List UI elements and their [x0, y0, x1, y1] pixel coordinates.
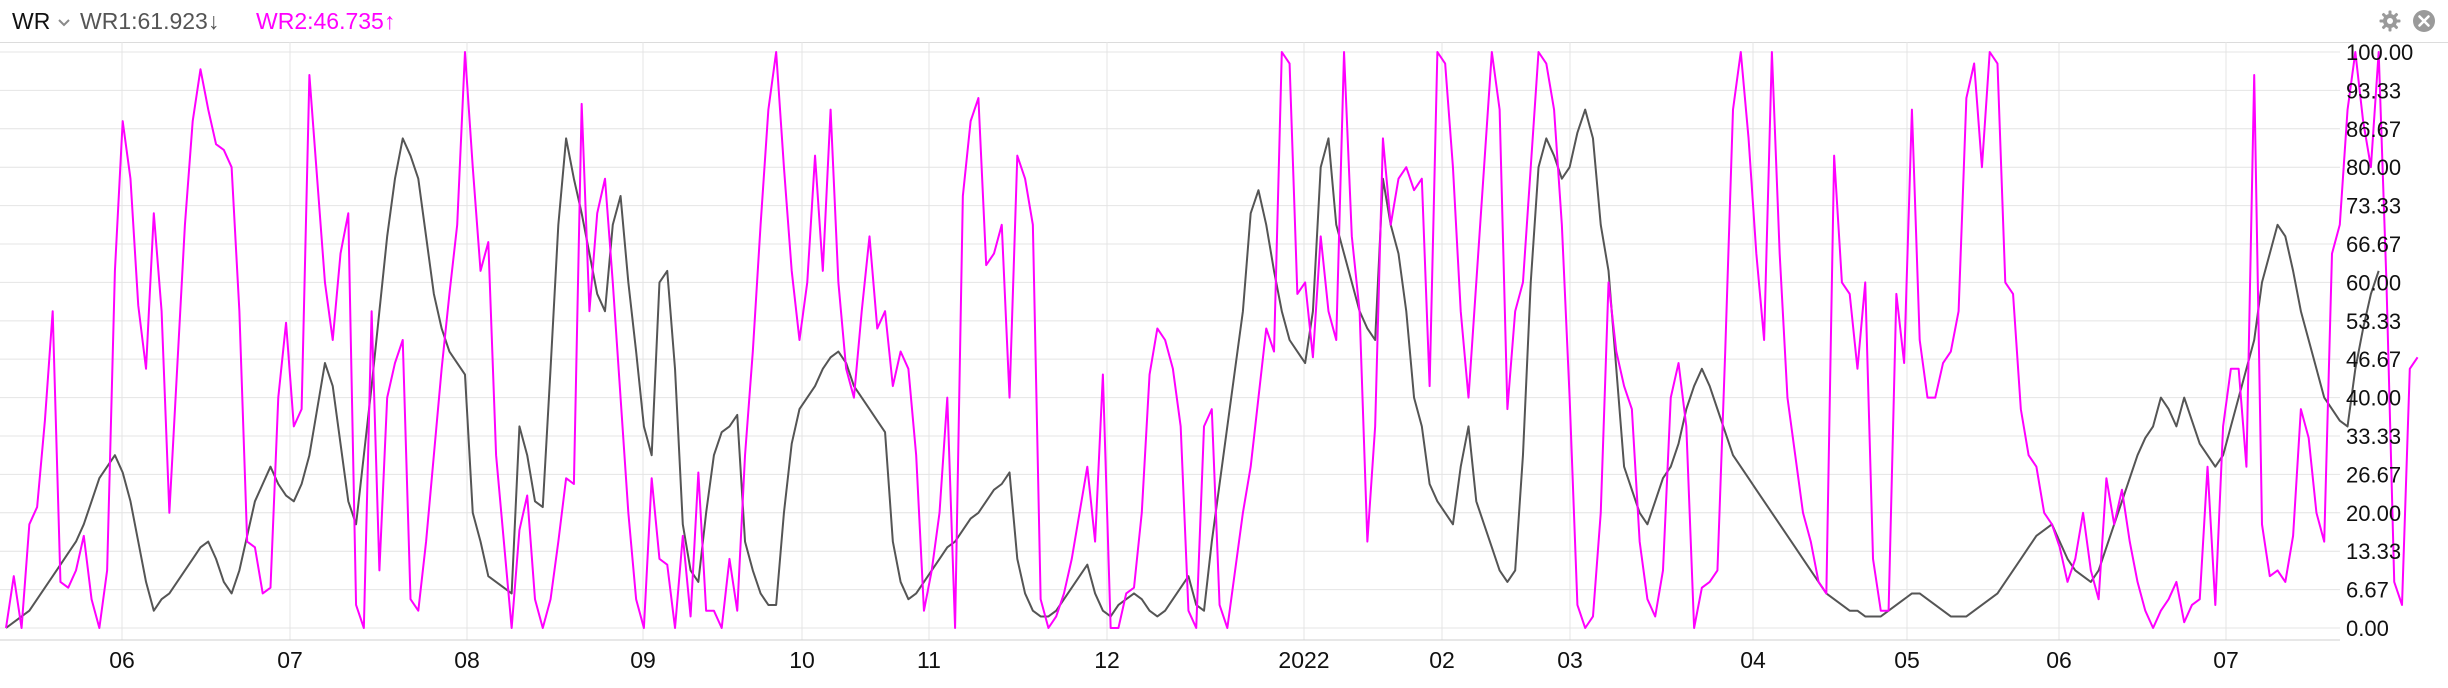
indicator-name[interactable]: WR [12, 8, 51, 34]
gear-icon[interactable] [2378, 9, 2402, 33]
y-tick-label: 46.67 [2346, 347, 2401, 372]
x-tick-label: 09 [630, 647, 656, 673]
x-tick-label: 10 [789, 647, 815, 673]
y-tick-label: 60.00 [2346, 270, 2401, 295]
wr1-legend-label: WR1:61.923↓ [80, 8, 220, 34]
y-tick-label: 100.00 [2346, 40, 2413, 65]
y-tick-label: 53.33 [2346, 309, 2401, 334]
chevron-down-icon[interactable] [56, 15, 72, 31]
y-tick-label: 86.67 [2346, 117, 2401, 142]
y-tick-label: 6.67 [2346, 578, 2389, 603]
x-tick-label: 2022 [1278, 647, 1329, 673]
y-tick-label: 73.33 [2346, 194, 2401, 219]
y-tick-label: 0.00 [2346, 616, 2389, 641]
series-line-wr1 [5, 108, 2380, 629]
y-tick-label: 40.00 [2346, 386, 2401, 411]
wr2-legend-label: WR2:46.735↑ [256, 8, 396, 34]
series-line-wr2 [5, 51, 2419, 629]
y-tick-label: 33.33 [2346, 424, 2401, 449]
y-tick-label: 26.67 [2346, 462, 2401, 487]
y-tick-label: 66.67 [2346, 232, 2401, 257]
x-tick-label: 11 [917, 647, 941, 673]
close-icon[interactable] [2412, 9, 2436, 33]
x-axis-tick-labels: 06 07 08 09 10 11 12 2022 02 03 04 05 06 07 [109, 647, 2239, 673]
x-tick-label: 05 [1894, 647, 1920, 673]
y-tick-label: 20.00 [2346, 501, 2401, 526]
series-lines [5, 51, 2419, 629]
x-tick-label: 06 [109, 647, 135, 673]
grid-lines [0, 42, 2340, 641]
x-tick-label: 07 [277, 647, 303, 673]
y-tick-label: 80.00 [2346, 155, 2401, 180]
x-tick-label: 08 [454, 647, 480, 673]
x-tick-label: 06 [2046, 647, 2072, 673]
x-tick-label: 12 [1094, 647, 1120, 673]
x-tick-label: 07 [2213, 647, 2239, 673]
y-tick-label: 13.33 [2346, 539, 2401, 564]
indicator-toolbar: WR WR1:61.923↓ WR2:46.735↑ [0, 0, 2448, 43]
y-tick-label: 93.33 [2346, 78, 2401, 103]
x-tick-label: 02 [1429, 647, 1455, 673]
x-tick-label: 03 [1557, 647, 1583, 673]
y-axis-tick-labels: 100.00 93.33 86.67 80.00 73.33 66.67 60.00 53.3… [2346, 40, 2413, 641]
x-tick-label: 04 [1740, 647, 1766, 673]
